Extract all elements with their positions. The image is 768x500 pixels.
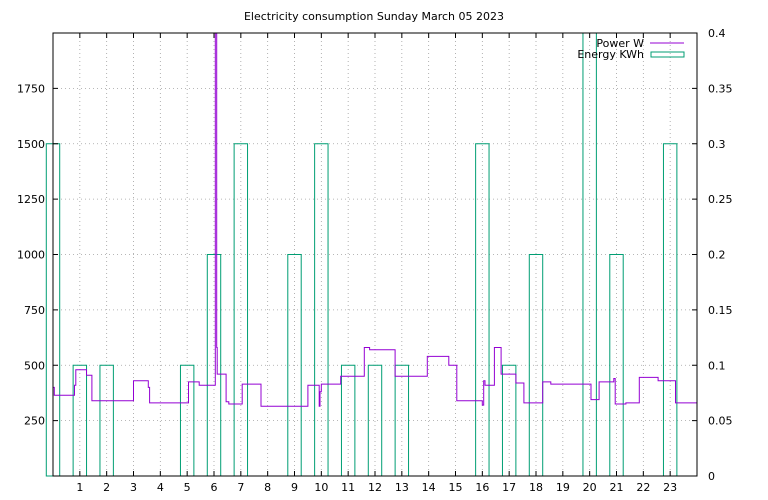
x-tick-label: 18 bbox=[529, 481, 543, 494]
y-tick-label: 250 bbox=[24, 415, 45, 428]
y-tick-label: 1750 bbox=[17, 82, 45, 95]
y2-tick-label: 0.3 bbox=[708, 138, 726, 151]
x-tick-label: 3 bbox=[130, 481, 137, 494]
y2-tick-label: 0.1 bbox=[708, 359, 726, 372]
x-tick-label: 21 bbox=[610, 481, 624, 494]
x-tick-label: 13 bbox=[395, 481, 409, 494]
x-tick-label: 11 bbox=[341, 481, 355, 494]
x-tick-label: 5 bbox=[184, 481, 191, 494]
x-tick-label: 15 bbox=[449, 481, 463, 494]
y2-tick-label: 0 bbox=[708, 470, 715, 483]
y-tick-label: 1500 bbox=[17, 138, 45, 151]
grid-layer bbox=[53, 33, 697, 476]
y2-tick-label: 0.2 bbox=[708, 249, 726, 262]
x-tick-label: 12 bbox=[368, 481, 382, 494]
x-tick-label: 9 bbox=[291, 481, 298, 494]
power-line-layer bbox=[53, 32, 697, 407]
y-tick-label: 1250 bbox=[17, 193, 45, 206]
x-tick-label: 20 bbox=[583, 481, 597, 494]
y2-tick-label: 0.35 bbox=[708, 82, 733, 95]
x-tick-label: 4 bbox=[157, 481, 164, 494]
chart-title: Electricity consumption Sunday March 05 … bbox=[244, 10, 504, 23]
y2-tick-label: 0.05 bbox=[708, 415, 733, 428]
x-tick-label: 6 bbox=[211, 481, 218, 494]
x-tick-label: 17 bbox=[502, 481, 516, 494]
y2-tick-label: 0.4 bbox=[708, 27, 726, 40]
x-tick-label: 10 bbox=[314, 481, 328, 494]
legend: Power W Energy KWh bbox=[577, 37, 685, 61]
y-tick-label: 500 bbox=[24, 359, 45, 372]
legend-power-label: Power W bbox=[596, 37, 644, 50]
x-tick-label: 16 bbox=[475, 481, 489, 494]
x-tick-label: 1 bbox=[76, 481, 83, 494]
y2-tick-label: 0.15 bbox=[708, 304, 733, 317]
x-tick-label: 14 bbox=[422, 481, 436, 494]
y-tick-label: 750 bbox=[24, 304, 45, 317]
legend-energy-label: Energy KWh bbox=[577, 48, 644, 61]
ticks-layer: 1 2 3 4 5 6 7 8 9 10 11 12 13 14 15 16 17 18 19 20 21 22 23250… bbox=[17, 27, 733, 494]
x-tick-label: 2 bbox=[103, 481, 110, 494]
y2-tick-label: 0.25 bbox=[708, 193, 733, 206]
x-tick-label: 22 bbox=[636, 481, 650, 494]
x-tick-label: 23 bbox=[663, 481, 677, 494]
power-line bbox=[53, 32, 697, 407]
y-tick-label: 1000 bbox=[17, 249, 45, 262]
x-tick-label: 8 bbox=[264, 481, 271, 494]
legend-energy-swatch bbox=[650, 51, 685, 58]
x-tick-label: 7 bbox=[237, 481, 244, 494]
x-tick-label: 19 bbox=[556, 481, 570, 494]
